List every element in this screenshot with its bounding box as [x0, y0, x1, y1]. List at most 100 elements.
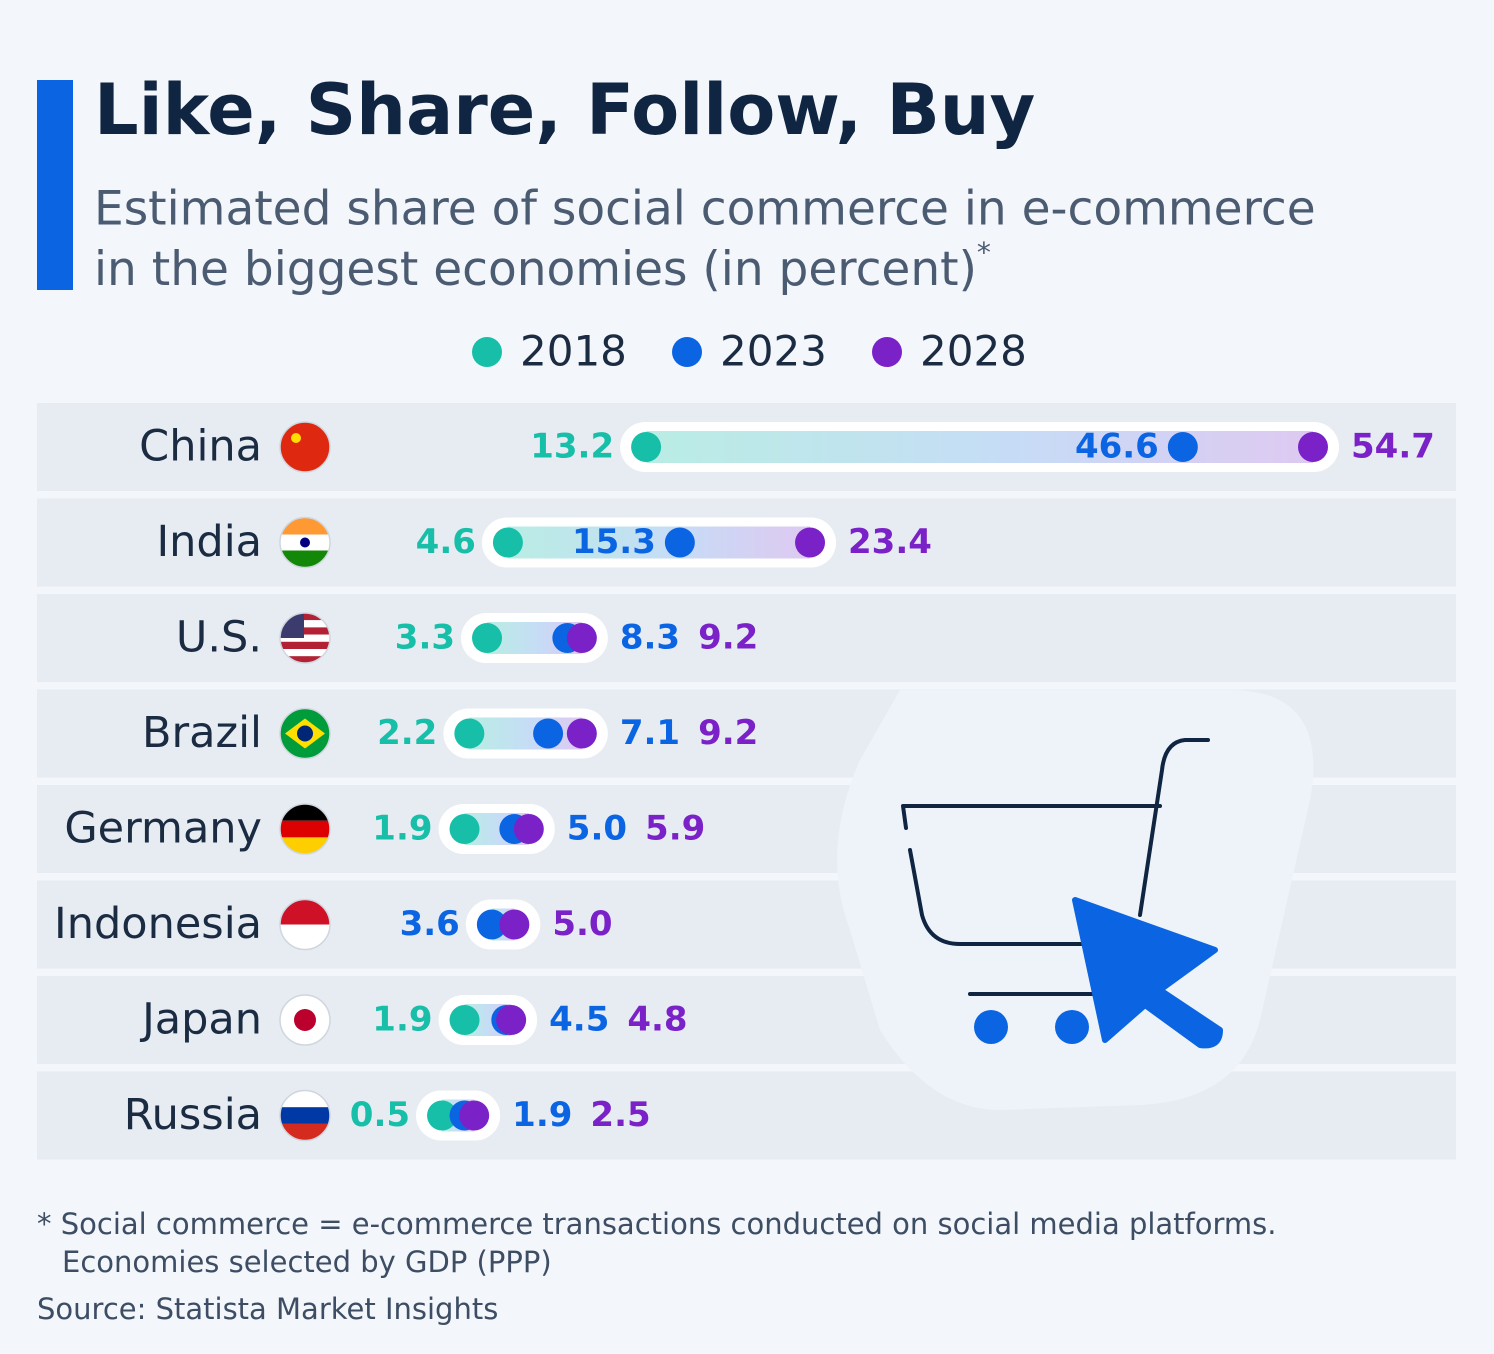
category-label: Brazil [142, 708, 262, 758]
dot [1167, 432, 1198, 462]
footnote: * Social commerce = e-commerce transacti… [37, 1207, 1277, 1241]
flag-border [279, 1089, 331, 1142]
dot [795, 527, 826, 558]
dot [449, 1005, 480, 1035]
value-label: 46.6 [1075, 427, 1159, 467]
row-band [37, 594, 1456, 682]
value-label: 3.3 [395, 618, 455, 658]
dot [566, 623, 597, 653]
category-label: India [156, 517, 262, 567]
flag [280, 422, 330, 472]
value-label: 2.5 [590, 1095, 650, 1135]
dot [449, 814, 480, 844]
category-label: China [139, 422, 262, 472]
value-label: 4.8 [627, 1000, 687, 1040]
flag-border [279, 994, 331, 1046]
flag-border [279, 898, 331, 951]
flag [280, 995, 330, 1045]
value-label: 1.9 [512, 1095, 572, 1135]
subtitle: Estimated share of social commerce in e-… [94, 182, 1316, 237]
value-label: 2.2 [377, 713, 437, 753]
dot [496, 1005, 527, 1035]
cart-wheel [1055, 1010, 1089, 1044]
subtitle: in the biggest economies (in percent)* [94, 236, 991, 297]
accent-bar [37, 80, 73, 290]
category-label: U.S. [176, 613, 262, 663]
value-label: 9.2 [698, 713, 758, 753]
dot [1298, 432, 1328, 462]
category-label: Germany [64, 804, 262, 854]
dot [664, 527, 695, 558]
flag [280, 708, 330, 759]
cart-outline [901, 738, 1210, 996]
flag [280, 517, 330, 535]
footnote: Economies selected by GDP (PPP) [62, 1245, 552, 1279]
flag [280, 620, 330, 628]
value-label: 3.6 [400, 904, 460, 944]
legend-label: 2018 [520, 327, 627, 376]
value-label: 4.5 [549, 1000, 609, 1040]
legend-label: 2023 [720, 327, 827, 376]
flag [280, 517, 330, 568]
track [646, 431, 1313, 463]
value-label: 1.9 [372, 809, 432, 849]
dot [472, 623, 503, 653]
legend: 2018 2023 2028 [472, 327, 1027, 376]
dot [476, 909, 507, 940]
value-label: 23.4 [848, 522, 932, 562]
source: Source: Statista Market Insights [37, 1292, 498, 1326]
cursor [1072, 897, 1223, 1049]
flag [280, 613, 330, 621]
flag [280, 1107, 330, 1124]
legend-label: 2028 [920, 327, 1027, 376]
flag-border [279, 803, 331, 855]
flag [280, 820, 330, 838]
value-label: 7.1 [620, 713, 680, 753]
value-label: 5.0 [552, 904, 612, 944]
flag [297, 725, 313, 742]
value-label: 8.3 [620, 618, 680, 658]
dot [513, 814, 544, 844]
flag [280, 641, 330, 649]
category-label: Japan [139, 995, 262, 1045]
legend-marker [672, 337, 702, 367]
flag-border [279, 516, 331, 569]
flag-wheel [300, 537, 310, 548]
flag [280, 627, 330, 635]
flag [294, 1009, 316, 1031]
flag-border [279, 612, 331, 664]
subtitle-line: in the biggest economies (in percent) [94, 242, 977, 297]
row-band [37, 1071, 1456, 1160]
dot [459, 1100, 490, 1131]
flag-border [279, 707, 331, 760]
dot [631, 432, 662, 462]
dot [566, 718, 597, 749]
track [469, 717, 582, 750]
value-label: 54.7 [1351, 427, 1435, 467]
value-label: 13.2 [530, 427, 614, 467]
flag-border [279, 421, 331, 473]
value-label: 5.9 [645, 809, 705, 849]
dot [427, 1100, 458, 1131]
flag [280, 634, 330, 642]
category-label: Indonesia [54, 899, 262, 949]
dot [533, 718, 564, 749]
flag [280, 656, 330, 663]
track [507, 526, 811, 559]
value-label: 15.3 [572, 522, 656, 562]
flag [280, 649, 330, 657]
subtitle-marker: * [977, 236, 991, 269]
legend-marker [872, 337, 902, 367]
cart-wheel [974, 1010, 1008, 1044]
category-label: Russia [124, 1090, 262, 1140]
cart-illustration [837, 690, 1314, 1110]
value-label: 0.5 [350, 1095, 410, 1135]
flag [280, 550, 330, 568]
value-label: 4.6 [416, 522, 476, 562]
dot [492, 527, 523, 558]
chart-title: Like, Share, Follow, Buy [94, 69, 1035, 151]
flag [280, 804, 330, 821]
flag-star [291, 433, 301, 443]
legend-marker [472, 337, 502, 367]
value-label: 5.0 [567, 809, 627, 849]
